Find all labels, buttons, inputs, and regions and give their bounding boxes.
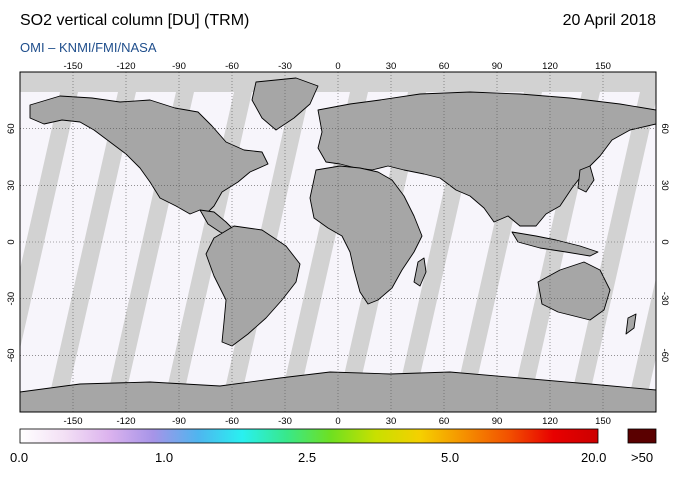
lon-tick-label-bottom: 150: [595, 416, 611, 427]
lat-tick-label-left: -60: [6, 348, 17, 362]
lat-tick-label-right: -30: [659, 292, 670, 306]
map-frame: [19, 71, 657, 413]
lon-tick-label-top: 30: [386, 61, 397, 72]
orbit-swath: [20, 92, 60, 270]
lat-tick-label-left: 30: [6, 180, 17, 191]
colorbar-label-4: 20.0: [581, 450, 607, 465]
lon-tick-label-top: -120: [116, 61, 135, 72]
lon-tick-label-top: -60: [225, 61, 239, 72]
orbit-swath: [530, 92, 640, 402]
landmass-greenland: [251, 77, 319, 131]
lon-tick-label-bottom: -60: [225, 416, 239, 427]
colorbar-overflow-box: [627, 428, 657, 444]
lon-tick-label-bottom: 90: [492, 416, 503, 427]
lon-tick-label-bottom: -120: [116, 416, 135, 427]
lon-tick-label-bottom: 0: [335, 416, 340, 427]
colorbar: [19, 428, 599, 444]
data-credit: OMI – KNMI/FMI/NASA: [20, 40, 157, 55]
orbit-swath: [588, 100, 656, 402]
lon-tick-label-bottom: 30: [386, 416, 397, 427]
colorbar-label-2: 2.5: [298, 450, 317, 465]
lat-tick-label-right: 60: [659, 123, 670, 134]
lon-tick-label-bottom: -90: [172, 416, 186, 427]
lat-tick-label-left: 0: [6, 239, 17, 244]
colorbar-label-0: 0.0: [10, 450, 29, 465]
colorbar-label-3: 5.0: [441, 450, 460, 465]
lon-tick-label-top: -30: [278, 61, 292, 72]
lon-tick-label-top: 120: [542, 61, 558, 72]
lat-tick-label-left: -30: [6, 292, 17, 306]
map-plot-area: [0, 72, 656, 412]
lon-tick-label-top: -150: [63, 61, 82, 72]
landmass-indonesia: [511, 231, 599, 257]
landmass-north-america: [29, 95, 269, 215]
lon-tick-label-top: 90: [492, 61, 503, 72]
orbit-swath: [0, 92, 2, 402]
landmass-south-america: [205, 225, 301, 347]
landmass-australia: [537, 261, 611, 321]
lon-tick-label-top: 150: [595, 61, 611, 72]
lon-tick-label-top: 0: [335, 61, 340, 72]
map-title: SO2 vertical column [DU] (TRM): [20, 12, 250, 29]
lon-tick-label-bottom: 60: [439, 416, 450, 427]
lon-tick-label-bottom: -150: [63, 416, 82, 427]
lat-tick-label-right: 30: [659, 180, 670, 191]
landmass-madagascar: [413, 257, 427, 287]
lat-tick-label-right: -60: [659, 348, 670, 362]
colorbar-overflow-label: >50: [631, 450, 654, 465]
graticule: [20, 72, 656, 412]
lat-tick-label-right: 0: [659, 239, 670, 244]
lon-tick-label-bottom: 120: [542, 416, 558, 427]
landmass-new-zealand: [625, 313, 637, 335]
lon-tick-label-bottom: -30: [278, 416, 292, 427]
lat-tick-label-left: 60: [6, 123, 17, 134]
map-date: 20 April 2018: [562, 12, 656, 29]
lon-tick-label-top: 60: [439, 61, 450, 72]
lon-tick-label-top: -90: [172, 61, 186, 72]
orbit-swath: [20, 92, 118, 402]
landmass-africa: [309, 165, 423, 305]
axis-tick-labels: -150 -150 -120 -120 -90 -90 -60 -60 -30 -30 0 0 30 30…: [6, 61, 670, 427]
colorbar-label-1: 1.0: [155, 450, 174, 465]
